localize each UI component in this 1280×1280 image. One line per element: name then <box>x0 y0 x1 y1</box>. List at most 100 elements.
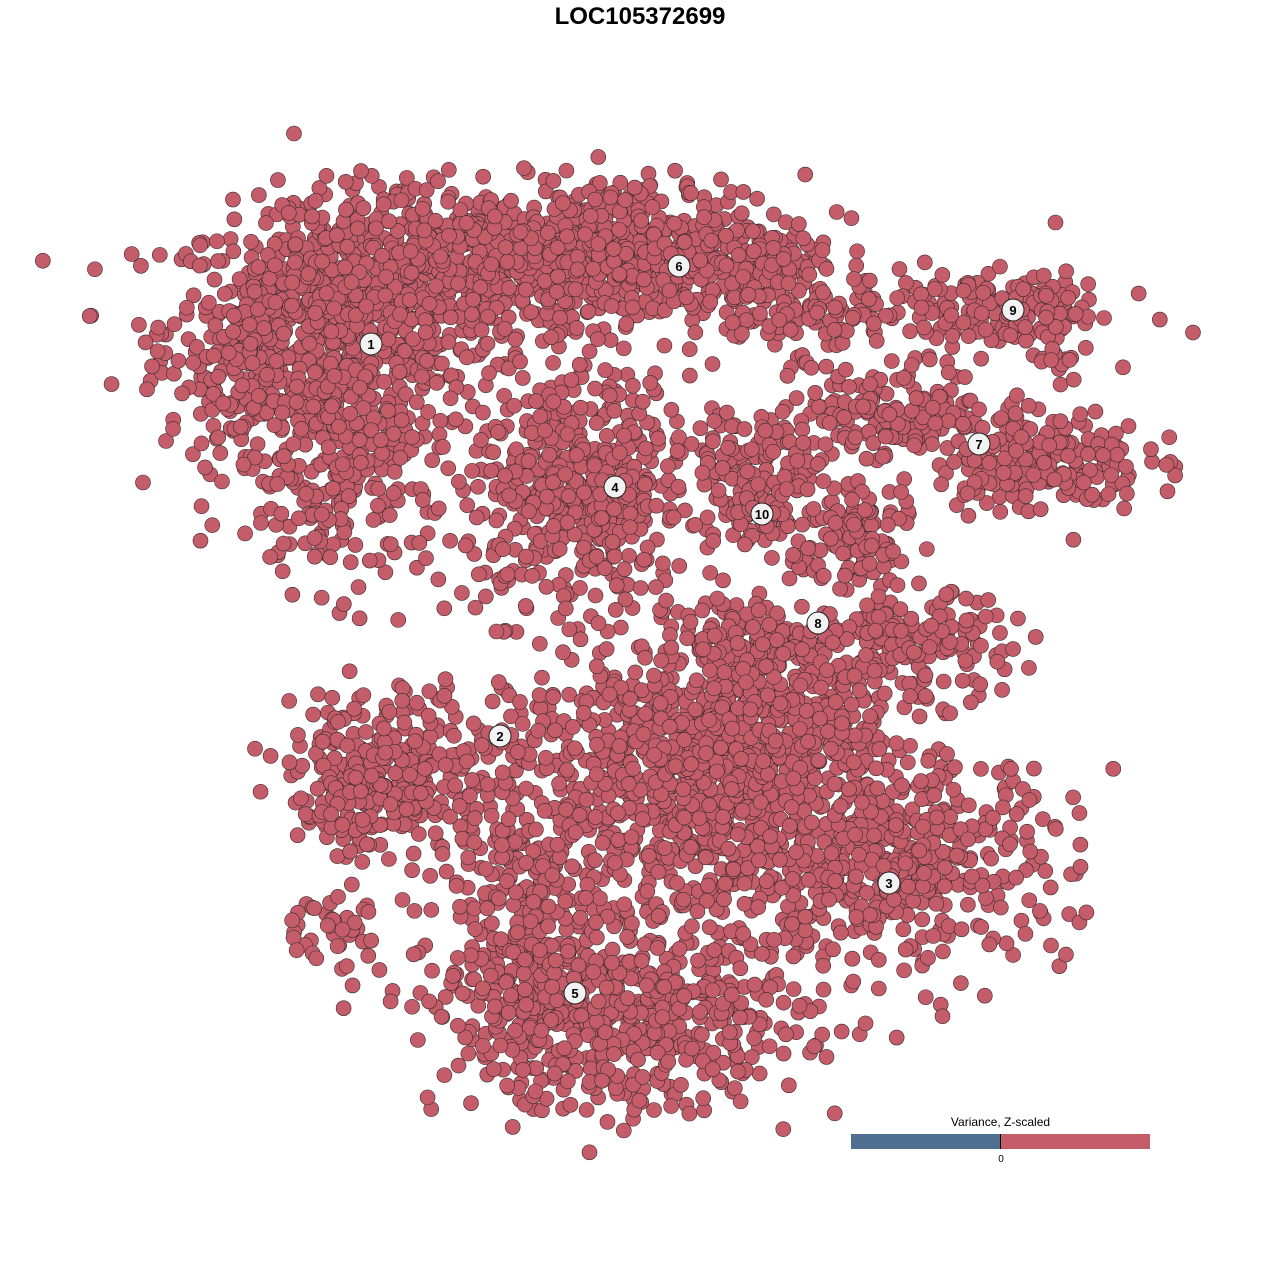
data-point <box>695 1090 711 1107</box>
data-point <box>847 429 864 446</box>
data-point <box>306 548 323 565</box>
data-point <box>382 796 399 813</box>
data-point <box>849 243 865 260</box>
data-point <box>746 976 763 993</box>
data-point <box>735 269 751 285</box>
data-point <box>285 436 302 452</box>
data-point <box>836 409 852 426</box>
data-point <box>603 298 620 314</box>
data-point <box>916 319 932 336</box>
data-point <box>501 487 518 504</box>
data-point <box>681 341 698 358</box>
data-point <box>844 950 861 967</box>
data-point <box>401 292 418 308</box>
data-point <box>251 187 267 203</box>
data-point <box>324 689 341 706</box>
data-point <box>917 688 934 704</box>
data-point <box>87 261 103 278</box>
data-point <box>226 307 242 324</box>
data-point <box>376 720 392 737</box>
data-point <box>193 498 210 515</box>
data-point <box>205 347 222 364</box>
data-point <box>403 264 420 281</box>
data-point <box>382 993 399 1010</box>
data-point <box>718 257 735 274</box>
data-point <box>368 220 384 237</box>
data-point <box>420 707 437 724</box>
data-point <box>381 703 398 720</box>
data-point <box>350 579 367 595</box>
data-point <box>779 368 796 384</box>
data-point <box>906 437 922 454</box>
data-point <box>432 412 449 429</box>
data-point <box>538 578 555 595</box>
data-point <box>314 253 330 270</box>
data-point <box>877 428 894 445</box>
data-point <box>861 555 878 572</box>
data-point <box>434 355 450 372</box>
data-point <box>911 575 927 592</box>
data-point <box>144 358 160 375</box>
data-point <box>917 667 934 684</box>
data-point <box>616 561 633 578</box>
data-point <box>253 515 269 531</box>
data-point <box>846 271 862 287</box>
data-point <box>934 1008 951 1025</box>
data-point <box>354 812 371 828</box>
data-point <box>391 363 408 380</box>
data-point <box>883 353 900 369</box>
data-point <box>373 432 389 448</box>
data-point <box>475 404 491 421</box>
data-point <box>310 686 326 703</box>
data-point <box>821 415 838 431</box>
data-point <box>552 309 568 326</box>
data-point <box>993 410 1009 426</box>
data-point <box>973 350 989 367</box>
data-point <box>681 1105 698 1122</box>
data-point <box>671 941 688 957</box>
data-point <box>174 385 190 402</box>
data-point <box>555 195 571 212</box>
data-point <box>916 254 933 271</box>
data-point <box>1185 324 1201 341</box>
data-point <box>718 227 734 244</box>
data-point <box>568 320 585 336</box>
data-point <box>943 307 960 324</box>
data-point <box>1027 629 1044 645</box>
data-point <box>751 1065 768 1082</box>
data-point <box>320 439 337 456</box>
data-point <box>381 507 398 523</box>
data-point <box>973 761 989 777</box>
data-point <box>536 273 553 289</box>
data-point <box>415 492 431 508</box>
data-point <box>480 308 496 325</box>
data-point <box>338 201 354 218</box>
data-point <box>1038 309 1054 326</box>
data-point <box>1013 429 1030 445</box>
data-point <box>946 454 963 470</box>
data-point <box>665 509 682 526</box>
data-point <box>913 299 930 316</box>
data-point <box>262 549 278 565</box>
data-point <box>740 286 757 303</box>
data-point <box>307 364 323 381</box>
data-point <box>457 537 474 554</box>
data-point <box>821 891 837 908</box>
data-point <box>220 345 237 361</box>
data-point <box>923 617 939 634</box>
data-point <box>809 304 825 321</box>
data-point <box>1008 869 1024 886</box>
data-point <box>844 310 861 326</box>
data-point <box>390 612 407 628</box>
data-point <box>789 452 806 469</box>
data-point <box>992 258 1008 275</box>
data-point <box>344 977 361 994</box>
data-point <box>139 381 155 398</box>
data-point <box>442 309 459 326</box>
data-point <box>960 328 977 344</box>
data-point <box>267 257 283 274</box>
data-point <box>735 184 752 200</box>
data-point <box>963 694 979 711</box>
data-point <box>587 587 604 604</box>
